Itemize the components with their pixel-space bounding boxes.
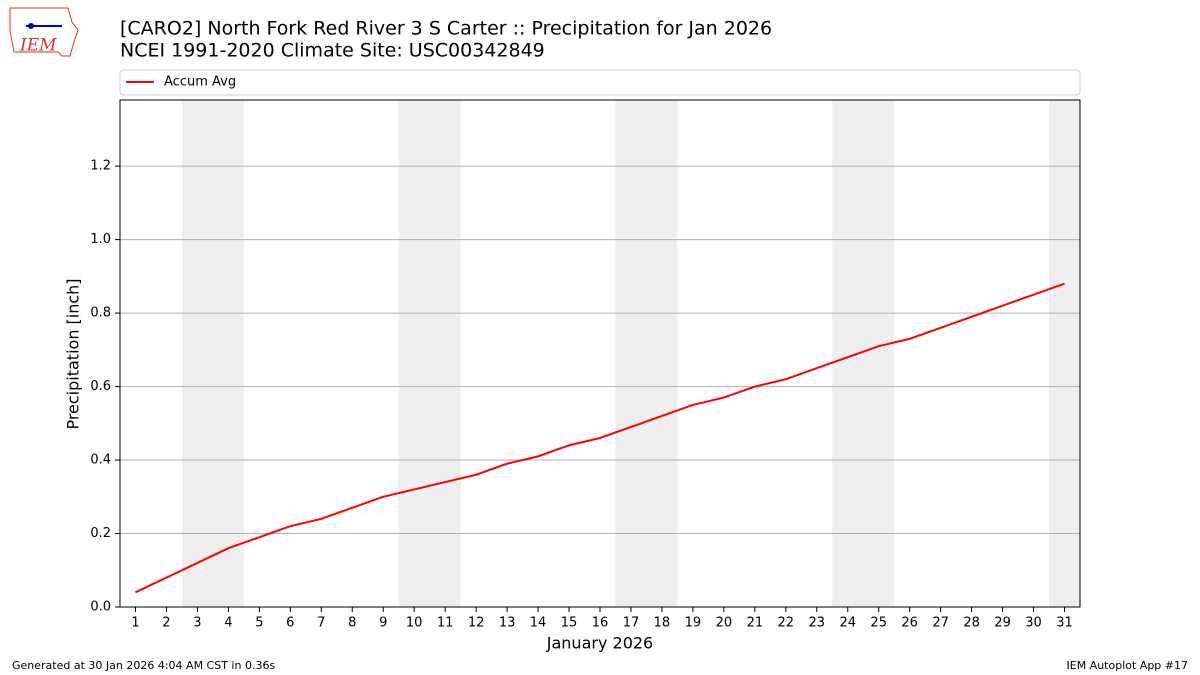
y-tick-label: 0.4 (90, 453, 111, 468)
logo-text: IEM (19, 36, 57, 56)
weekend-shade (429, 100, 461, 607)
x-tick-label: 8 (348, 616, 356, 631)
weekend-shade (646, 100, 678, 607)
chart-title: [CARO2] North Fork Red River 3 S Carter … (120, 18, 772, 40)
legend-label: Accum Avg (164, 75, 236, 90)
weekend-shade (212, 100, 244, 607)
weekend-shade (398, 100, 430, 607)
x-tick-label: 26 (901, 616, 918, 631)
x-tick-label: 18 (654, 616, 671, 631)
y-tick-label: 0.0 (90, 600, 111, 615)
x-tick-label: 31 (1056, 616, 1073, 631)
x-tick-label: 13 (499, 616, 516, 631)
logo-icon (28, 23, 34, 29)
x-tick-label: 27 (932, 616, 949, 631)
legend-box (119, 69, 1081, 96)
x-tick-label: 17 (623, 616, 640, 631)
x-tick-label: 23 (809, 616, 826, 631)
x-tick-label: 30 (1025, 616, 1042, 631)
x-tick-label: 15 (561, 616, 578, 631)
x-tick-label: 9 (379, 616, 387, 631)
x-tick-label: 3 (193, 616, 201, 631)
x-tick-label: 16 (592, 616, 609, 631)
x-tick-label: 4 (224, 616, 232, 631)
weekend-shade (181, 100, 213, 607)
weekend-shade (1049, 100, 1080, 607)
x-tick-label: 22 (778, 616, 795, 631)
x-tick-label: 20 (716, 616, 733, 631)
y-tick-label: 0.8 (90, 306, 111, 321)
x-tick-label: 12 (468, 616, 485, 631)
x-tick-label: 19 (685, 616, 702, 631)
x-tick-label: 24 (839, 616, 856, 631)
x-tick-label: 11 (437, 616, 454, 631)
x-axis-label: January 2026 (546, 634, 653, 653)
logo: IEM (9, 7, 79, 57)
weekend-shade (863, 100, 895, 607)
x-tick-label: 10 (406, 616, 423, 631)
x-tick-label: 7 (317, 616, 325, 631)
x-tick-label: 5 (255, 616, 263, 631)
x-tick-label: 25 (870, 616, 887, 631)
y-tick-label: 1.0 (90, 232, 111, 247)
data-line (135, 282, 1065, 594)
x-tick-label: 1 (131, 616, 139, 631)
x-tick-label: 6 (286, 616, 294, 631)
footer-right: IEM Autoplot App #17 (1067, 659, 1189, 672)
y-axis-label: Precipitation [inch] (64, 278, 83, 429)
x-tick-label: 28 (963, 616, 980, 631)
x-tick-label: 2 (162, 616, 170, 631)
plot-frame (119, 99, 1081, 608)
x-tick-label: 21 (747, 616, 764, 631)
chart-subtitle: NCEI 1991-2020 Climate Site: USC00342849 (120, 40, 545, 62)
y-tick-label: 0.2 (90, 526, 111, 541)
logo-outline (9, 7, 79, 57)
y-tick-label: 0.6 (90, 379, 111, 394)
weekend-shade (615, 100, 647, 607)
y-tick-label: 1.2 (90, 159, 111, 174)
x-tick-label: 14 (530, 616, 547, 631)
footer-left: Generated at 30 Jan 2026 4:04 AM CST in … (12, 659, 275, 672)
x-tick-label: 29 (994, 616, 1011, 631)
